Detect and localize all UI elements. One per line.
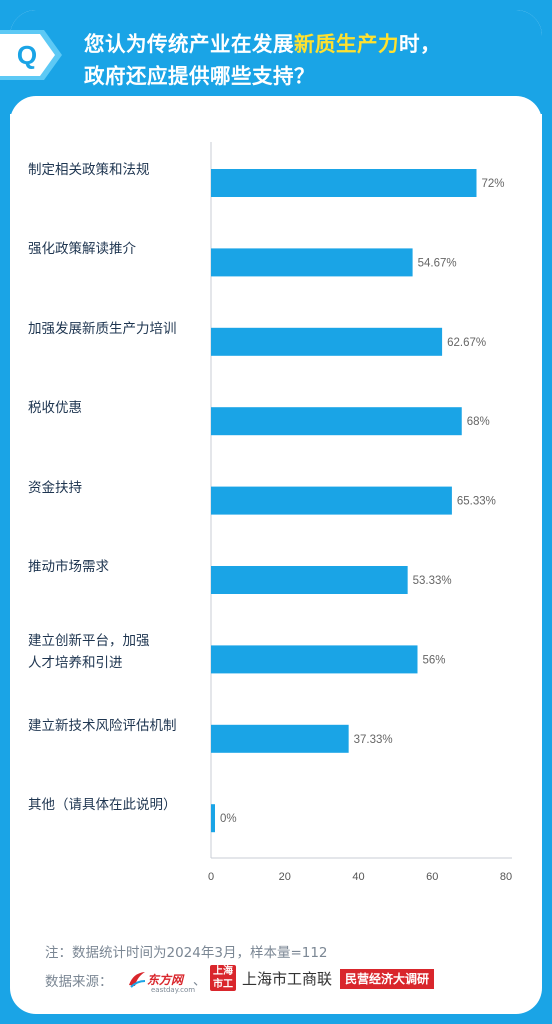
category-label-line: 加强发展新质生产力培训 bbox=[28, 320, 177, 337]
x-tick-label: 40 bbox=[352, 871, 364, 883]
question-line-1: 您认为传统产业在发展新质生产力时， bbox=[84, 28, 534, 60]
category-label: 加强发展新质生产力培训 bbox=[28, 318, 206, 340]
bar bbox=[211, 724, 349, 753]
category-label: 资金扶持 bbox=[28, 477, 206, 499]
bar bbox=[211, 645, 418, 674]
bar bbox=[211, 804, 215, 833]
bar bbox=[211, 169, 477, 197]
question-highlight: 新质生产力 bbox=[294, 32, 399, 56]
header-curve bbox=[10, 96, 542, 126]
question-line-2: 政府还应提供哪些支持？ bbox=[84, 64, 315, 88]
category-label-line: 推动市场需求 bbox=[28, 559, 109, 575]
survey-logo: 民营经济大调研 bbox=[340, 969, 435, 989]
category-label: 建立新技术风险评估机制 bbox=[28, 715, 206, 737]
source-separator: 、 bbox=[193, 974, 207, 989]
source-label: 数据来源： bbox=[45, 974, 113, 990]
category-label: 强化政策解读推介 bbox=[28, 238, 206, 260]
category-label-line: 建立新技术风险评估机制 bbox=[28, 717, 177, 734]
shgsl-seal: 上海 市工 bbox=[210, 965, 236, 991]
bar-value-label: 65.33% bbox=[457, 496, 496, 508]
question-title: 您认为传统产业在发展新质生产力时， 政府还应提供哪些支持？ bbox=[84, 28, 534, 92]
eastday-name: 东方网 bbox=[147, 972, 184, 987]
category-label-line: 人才培养和引进 bbox=[28, 655, 123, 672]
eastday-mark-icon bbox=[129, 972, 146, 988]
bar bbox=[211, 566, 408, 594]
x-tick-label: 0 bbox=[208, 871, 214, 883]
bar-value-label: 0% bbox=[220, 813, 237, 825]
bar-value-label: 68% bbox=[467, 416, 490, 428]
bar bbox=[211, 327, 443, 356]
x-tick-label: 20 bbox=[279, 871, 291, 883]
bar-value-label: 54.67% bbox=[418, 257, 457, 269]
shgsl-name: 上海市工商联 bbox=[242, 969, 333, 988]
question-text-end: 时， bbox=[399, 32, 441, 56]
bar-value-label: 37.33% bbox=[354, 734, 393, 746]
q-badge: Q bbox=[0, 30, 62, 80]
shgsl-logo: 上海 市工 上海市工商联 bbox=[210, 965, 332, 991]
bar-value-label: 56% bbox=[423, 654, 446, 666]
category-label: 推动市场需求 bbox=[28, 556, 206, 578]
eastday-logo: 东方网 eastday.com bbox=[127, 966, 195, 994]
bar-value-label: 62.67% bbox=[447, 337, 486, 349]
category-label-line: 税收优惠 bbox=[28, 400, 82, 417]
category-label-line: 强化政策解读推介 bbox=[28, 241, 136, 258]
bar-value-label: 72% bbox=[482, 178, 505, 190]
q-badge-letter: Q bbox=[17, 40, 37, 70]
category-label: 制定相关政策和法规 bbox=[28, 159, 206, 181]
x-tick-label: 60 bbox=[426, 871, 438, 883]
category-label-line: 资金扶持 bbox=[28, 479, 82, 496]
category-label: 税收优惠 bbox=[28, 397, 206, 419]
category-label: 建立创新平台，加强 人才培养和引进 bbox=[28, 630, 206, 674]
category-label-line: 制定相关政策和法规 bbox=[28, 162, 150, 178]
category-label-line: 建立创新平台，加强 bbox=[28, 633, 150, 650]
bar-value-label: 53.33% bbox=[413, 575, 452, 587]
question-text: 您认为传统产业在发展 bbox=[84, 32, 294, 56]
category-label-line: 其他（请具体在此说明） bbox=[28, 797, 177, 814]
category-label: 其他（请具体在此说明） bbox=[28, 794, 206, 816]
x-tick-label: 80 bbox=[500, 871, 512, 883]
bar bbox=[211, 248, 413, 277]
eastday-sub: eastday.com bbox=[151, 986, 196, 994]
footer-note: 注：数据统计时间为2024年3月，样本量=112 bbox=[45, 945, 328, 961]
bar bbox=[211, 486, 452, 515]
bar bbox=[211, 407, 462, 436]
